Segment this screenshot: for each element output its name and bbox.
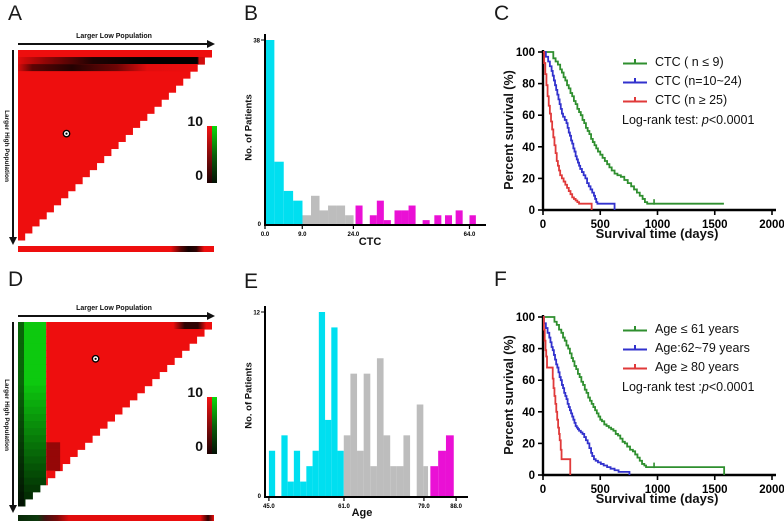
svg-text:1500: 1500 bbox=[702, 219, 728, 231]
panel-c-xlabel: Survival time (days) bbox=[595, 226, 719, 241]
panel-f-legend: Age ≤ 61 years Age:62~79 years Age ≥ 80 … bbox=[622, 319, 754, 395]
panel-e-xlabel: Age bbox=[351, 507, 373, 519]
panel-e-histogram: 12 045.0 61.0 79.0 88.0 bbox=[253, 306, 468, 510]
panel-a-letter: A bbox=[8, 2, 23, 25]
panel-d-right-arrow bbox=[18, 312, 215, 320]
panel-f-xlabel: Survival time (days) bbox=[595, 491, 719, 506]
panel-d-colorbar bbox=[207, 397, 217, 454]
svg-text:0.0: 0.0 bbox=[261, 232, 270, 238]
panel-e-letter: E bbox=[244, 270, 259, 293]
svg-text:45.0: 45.0 bbox=[263, 504, 275, 510]
panel-c-ylabel: Percent survival (%) bbox=[502, 70, 516, 190]
svg-text:61.0: 61.0 bbox=[338, 504, 350, 510]
panel-f-letter: F bbox=[494, 268, 508, 291]
panel-b-ylabel: No. of Patients bbox=[243, 94, 255, 161]
legend-item: CTC (n=10~24) bbox=[622, 71, 754, 90]
svg-text:1000: 1000 bbox=[645, 219, 671, 231]
logrank-p: p bbox=[701, 113, 709, 127]
svg-text:500: 500 bbox=[591, 219, 610, 231]
logrank-annotation: Log-rank test: p<0.0001 bbox=[622, 113, 754, 127]
svg-text:64.0: 64.0 bbox=[464, 232, 476, 238]
km-curve-swatch bbox=[622, 343, 648, 353]
legend-label: Age ≥ 80 years bbox=[655, 359, 739, 374]
km-curve-swatch bbox=[622, 324, 648, 334]
panel-a-colorbar bbox=[207, 126, 217, 183]
legend-label: CTC (n=10~24) bbox=[655, 73, 742, 88]
svg-text:80: 80 bbox=[522, 344, 535, 356]
panel-a-bottom-strip bbox=[18, 246, 214, 252]
panel-d-letter: D bbox=[8, 268, 24, 291]
legend-item: Age ≤ 61 years bbox=[622, 319, 754, 338]
svg-text:0: 0 bbox=[529, 205, 535, 217]
panel-a-left-arrow-label: Larger High Population bbox=[3, 110, 10, 182]
legend-label: Age ≤ 61 years bbox=[655, 321, 739, 336]
panel-d-heatmap bbox=[18, 322, 212, 507]
svg-text:1500: 1500 bbox=[702, 484, 728, 496]
panel-a-colorbar-max: 10 bbox=[187, 113, 203, 129]
svg-text:40: 40 bbox=[522, 407, 535, 419]
panel-a-colorbar-min: 0 bbox=[195, 167, 203, 183]
logrank-suffix: <0.0001 bbox=[708, 113, 755, 127]
legend-label: CTC ( n ≤ 9) bbox=[655, 54, 724, 69]
panel-d-bottom-strip bbox=[18, 515, 214, 521]
svg-text:100: 100 bbox=[516, 47, 535, 59]
legend-item: CTC ( n ≤ 9) bbox=[622, 52, 754, 71]
panel-d-colorbar-min: 0 bbox=[195, 438, 203, 454]
panel-d-left-arrow-label: Larger High Population bbox=[3, 379, 10, 451]
panel-b-xlabel: CTC bbox=[358, 236, 382, 248]
legend-label: Age:62~79 years bbox=[655, 340, 750, 355]
svg-text:500: 500 bbox=[591, 484, 610, 496]
svg-text:38: 38 bbox=[253, 39, 260, 45]
svg-text:12: 12 bbox=[253, 311, 260, 317]
svg-text:1000: 1000 bbox=[645, 484, 671, 496]
km-curve-swatch bbox=[622, 57, 648, 67]
svg-text:0: 0 bbox=[258, 222, 262, 228]
panel-e-ylabel: No. of Patients bbox=[243, 362, 255, 429]
logrank-suffix: <0.0001 bbox=[708, 380, 755, 394]
legend-label: CTC (n ≥ 25) bbox=[655, 92, 728, 107]
svg-text:0: 0 bbox=[540, 219, 546, 231]
svg-text:24.0: 24.0 bbox=[348, 232, 360, 238]
logrank-p: p bbox=[701, 380, 709, 394]
svg-text:9.0: 9.0 bbox=[298, 232, 307, 238]
logrank-prefix: Log-rank test : bbox=[622, 380, 702, 394]
svg-text:79.0: 79.0 bbox=[418, 504, 430, 510]
logrank-prefix: Log-rank test: bbox=[622, 113, 702, 127]
svg-text:40: 40 bbox=[522, 142, 535, 154]
km-curve-swatch bbox=[622, 362, 648, 372]
svg-text:88.0: 88.0 bbox=[450, 504, 462, 510]
panel-d-top-arrow-label: Larger Low Population bbox=[76, 305, 152, 312]
panel-a-heatmap bbox=[18, 50, 212, 241]
panel-a-down-arrow bbox=[9, 50, 17, 245]
svg-text:0: 0 bbox=[529, 470, 535, 482]
panel-b-histogram: 38 0 0.0 9.0 24.0 64.0 bbox=[253, 34, 486, 238]
panel-d-down-arrow bbox=[9, 322, 17, 513]
legend-item: CTC (n ≥ 25) bbox=[622, 90, 754, 109]
svg-text:20: 20 bbox=[522, 438, 535, 450]
panel-a-top-arrow-label: Larger Low Population bbox=[76, 33, 152, 40]
svg-text:0: 0 bbox=[258, 494, 262, 500]
panel-b-letter: B bbox=[244, 2, 259, 25]
svg-text:0: 0 bbox=[540, 484, 546, 496]
km-curve-swatch bbox=[622, 95, 648, 105]
panel-c-legend: CTC ( n ≤ 9) CTC (n=10~24) CTC (n ≥ 25) … bbox=[622, 52, 754, 128]
svg-text:60: 60 bbox=[522, 110, 535, 122]
km-curve-swatch bbox=[622, 76, 648, 86]
svg-text:80: 80 bbox=[522, 79, 535, 91]
legend-item: Age ≥ 80 years bbox=[622, 357, 754, 376]
svg-text:20: 20 bbox=[522, 173, 535, 185]
svg-text:2000: 2000 bbox=[759, 484, 784, 496]
svg-text:2000: 2000 bbox=[759, 219, 784, 231]
logrank-annotation: Log-rank test :p<0.0001 bbox=[622, 380, 754, 394]
panel-c-letter: C bbox=[494, 2, 510, 25]
panel-d-colorbar-max: 10 bbox=[187, 384, 203, 400]
svg-text:60: 60 bbox=[522, 375, 535, 387]
legend-item: Age:62~79 years bbox=[622, 338, 754, 357]
panel-f-ylabel: Percent survival (%) bbox=[502, 335, 516, 455]
svg-text:100: 100 bbox=[516, 312, 535, 324]
panel-a-right-arrow bbox=[18, 40, 215, 48]
